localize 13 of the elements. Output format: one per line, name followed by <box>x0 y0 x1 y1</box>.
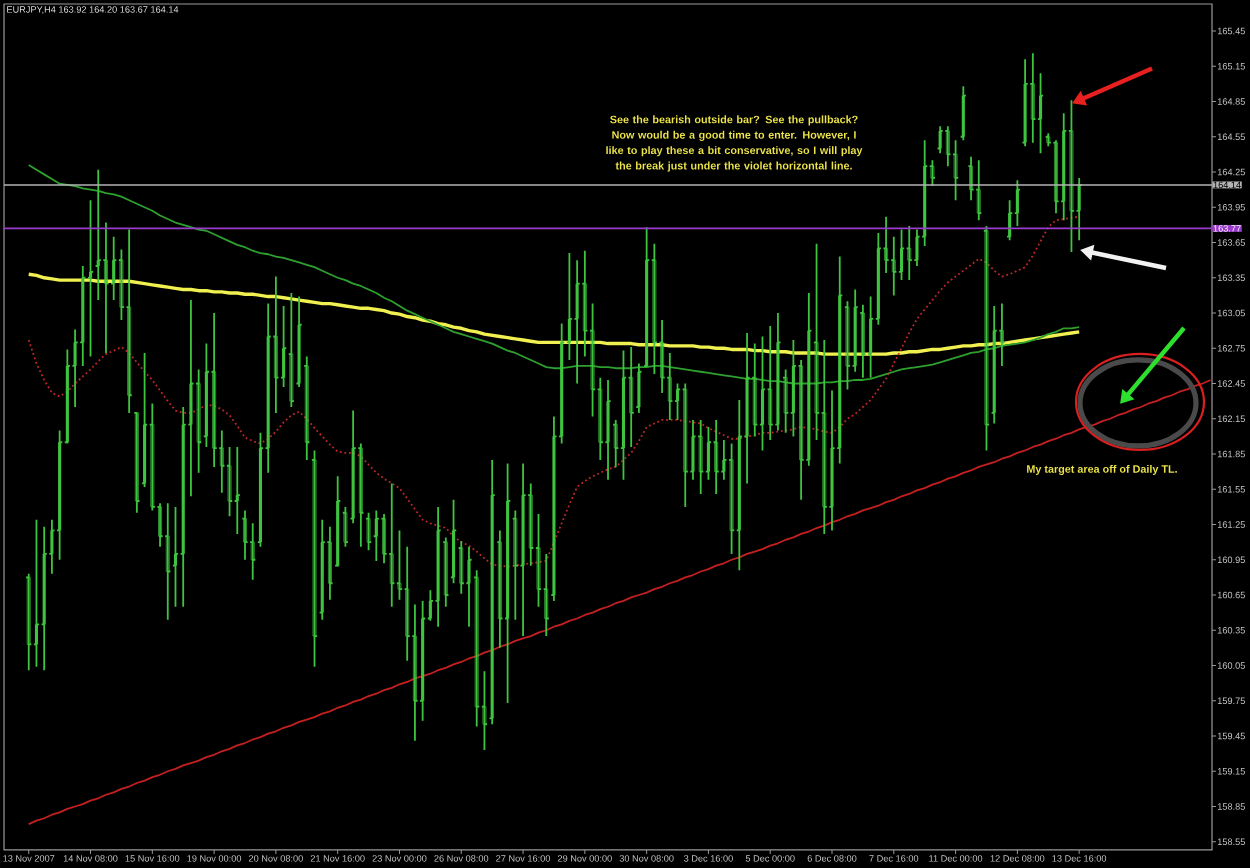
candlestick <box>681 382 689 508</box>
candlestick <box>287 292 295 408</box>
candlestick <box>164 502 172 621</box>
candlestick <box>1067 99 1075 253</box>
candlestick <box>975 159 983 222</box>
candlestick <box>125 228 133 414</box>
candlestick <box>310 449 319 668</box>
candlestick <box>712 419 720 495</box>
candlestick <box>388 482 396 608</box>
candlestick <box>697 419 705 495</box>
candlestick <box>859 303 867 379</box>
candlestick <box>982 225 991 452</box>
candlestick <box>905 225 913 282</box>
